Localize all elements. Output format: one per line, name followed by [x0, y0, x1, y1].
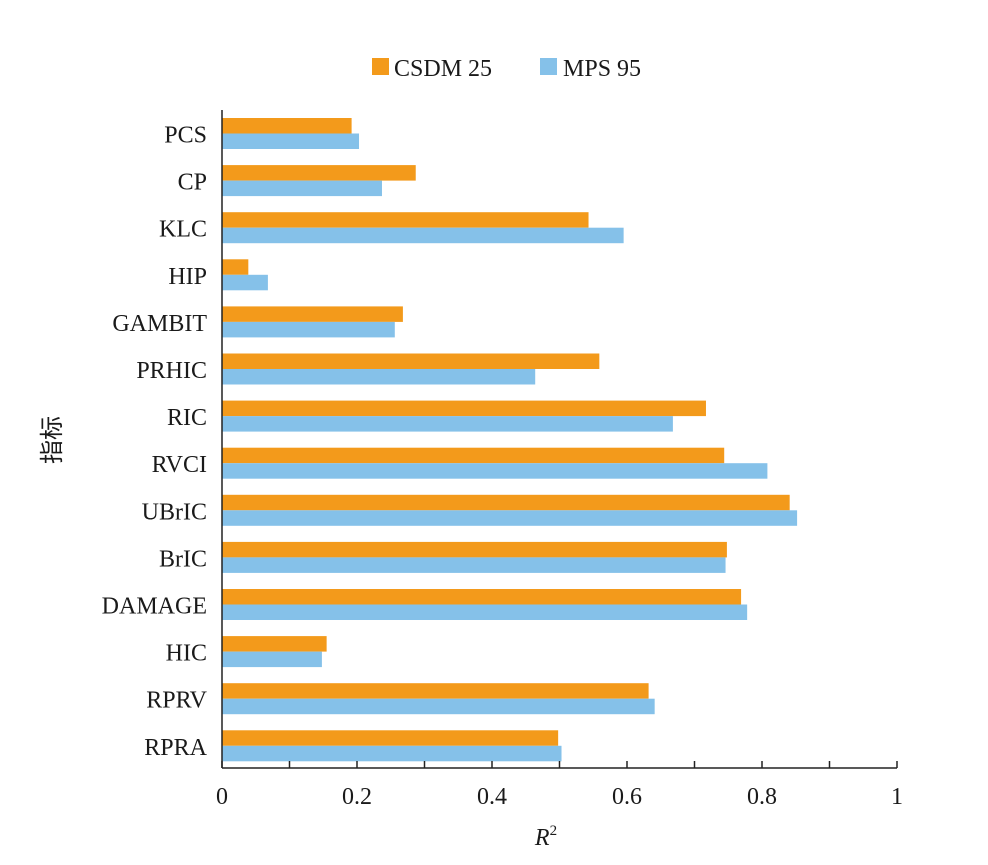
- x-tick-label-1: 0.2: [342, 784, 372, 810]
- bar-klc-mps-95: [222, 227, 624, 244]
- bar-ubric-csdm-25: [222, 494, 790, 511]
- category-label-ric: RIC: [167, 405, 207, 431]
- category-label-damage: DAMAGE: [102, 594, 207, 620]
- bar-hic-mps-95: [222, 651, 322, 668]
- x-tick-label-4: 0.8: [747, 784, 777, 810]
- bar-rvci-csdm-25: [222, 447, 725, 464]
- x-axis-title-main: R: [534, 825, 550, 851]
- bar-cp-mps-95: [222, 180, 382, 197]
- bar-damage-mps-95: [222, 604, 748, 620]
- category-label-ubric: UBrIC: [142, 499, 207, 525]
- bar-hip-csdm-25: [222, 259, 249, 275]
- x-tick-label-0: 0: [216, 784, 228, 810]
- x-tick-label-2: 0.4: [477, 784, 507, 810]
- bar-gambit-csdm-25: [222, 306, 403, 322]
- bar-prhic-mps-95: [222, 369, 536, 385]
- legend-swatch-csdm25: [372, 58, 389, 75]
- bars-group: [222, 118, 798, 762]
- bar-pcs-csdm-25: [222, 118, 352, 134]
- x-axis-title: R2: [534, 823, 557, 851]
- bar-rpra-csdm-25: [222, 730, 559, 746]
- category-label-rpra: RPRA: [144, 735, 207, 761]
- x-axis-title-superscript: 2: [550, 823, 558, 839]
- category-label-gambit: GAMBIT: [112, 311, 207, 337]
- bar-hip-mps-95: [222, 274, 268, 291]
- bar-hic-csdm-25: [222, 636, 327, 652]
- bar-damage-csdm-25: [222, 589, 742, 605]
- bar-bric-csdm-25: [222, 541, 727, 558]
- bar-rprv-mps-95: [222, 698, 655, 715]
- legend-label-csdm25: CSDM 25: [394, 56, 492, 82]
- legend-swatch-mps95: [540, 58, 557, 75]
- category-label-bric: BrIC: [159, 546, 207, 572]
- axes: [221, 110, 897, 769]
- category-label-cp: CP: [178, 170, 207, 196]
- category-label-prhic: PRHIC: [136, 358, 207, 384]
- category-labels: PCS CP KLC HIP GAMBIT PRHIC RIC RVCI UBrIC BrIC DA…: [102, 123, 208, 761]
- bar-rprv-csdm-25: [222, 683, 649, 699]
- bar-gambit-mps-95: [222, 321, 395, 338]
- category-label-pcs: PCS: [164, 123, 207, 149]
- bar-ric-csdm-25: [222, 400, 706, 417]
- y-axis-title: 指标: [39, 416, 66, 464]
- bar-prhic-csdm-25: [222, 353, 600, 369]
- category-label-klc: KLC: [159, 217, 207, 243]
- bar-pcs-mps-95: [222, 133, 360, 149]
- legend-label-mps95: MPS 95: [563, 56, 641, 82]
- bar-klc-csdm-25: [222, 212, 589, 228]
- bar-cp-csdm-25: [222, 165, 416, 181]
- bar-rpra-mps-95: [222, 745, 562, 762]
- x-tick-label-3: 0.6: [612, 784, 642, 810]
- bar-ubric-mps-95: [222, 510, 798, 526]
- x-tick-label-5: 1: [891, 784, 903, 810]
- category-label-rvci: RVCI: [152, 452, 207, 478]
- category-label-rprv: RPRV: [146, 688, 207, 714]
- x-axis-ticks: 0 0.2 0.4 0.6 0.8 1: [216, 761, 903, 810]
- bar-bric-mps-95: [222, 557, 726, 573]
- bar-ric-mps-95: [222, 416, 673, 432]
- legend: CSDM 25 MPS 95: [372, 56, 641, 82]
- category-label-hip: HIP: [168, 264, 207, 290]
- category-label-hic: HIC: [166, 641, 207, 667]
- bar-rvci-mps-95: [222, 463, 768, 479]
